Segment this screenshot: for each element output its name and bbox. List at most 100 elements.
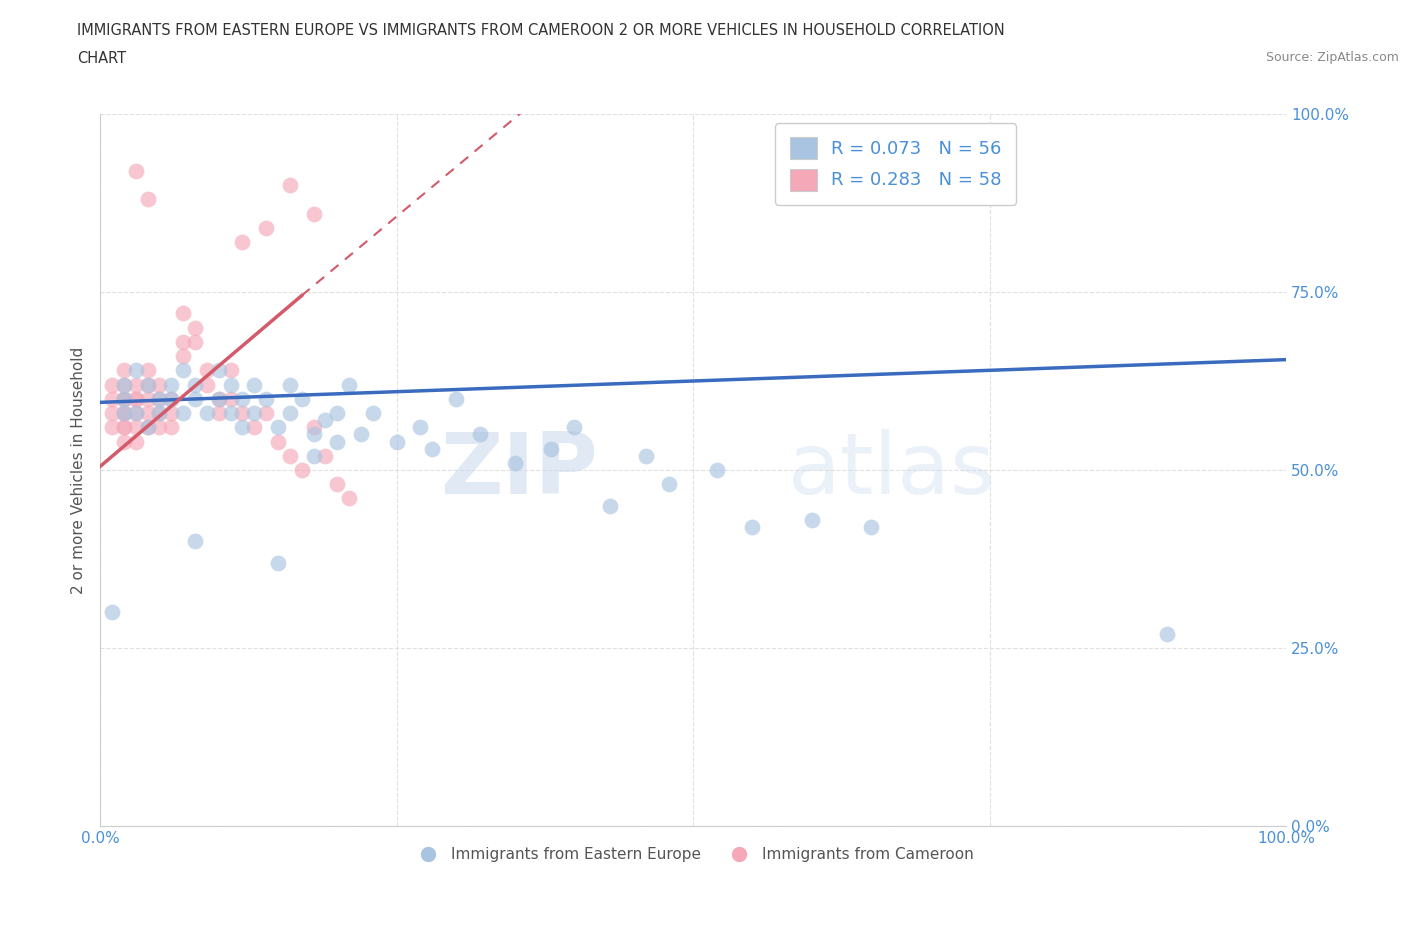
Point — [267, 555, 290, 570]
Point — [136, 405, 159, 420]
Point — [136, 392, 159, 406]
Point — [112, 378, 135, 392]
Point — [278, 448, 301, 463]
Legend: Immigrants from Eastern Europe, Immigrants from Cameroon: Immigrants from Eastern Europe, Immigran… — [406, 841, 980, 869]
Point — [231, 405, 253, 420]
Text: Source: ZipAtlas.com: Source: ZipAtlas.com — [1265, 51, 1399, 64]
Point — [468, 427, 491, 442]
Point — [634, 448, 657, 463]
Point — [136, 192, 159, 206]
Point — [314, 413, 336, 428]
Point — [112, 405, 135, 420]
Point — [101, 405, 124, 420]
Point — [208, 392, 231, 406]
Point — [326, 405, 349, 420]
Point — [741, 520, 763, 535]
Point — [1156, 626, 1178, 641]
Point — [278, 405, 301, 420]
Point — [112, 392, 135, 406]
Point — [148, 419, 170, 434]
Point — [409, 419, 432, 434]
Point — [385, 434, 408, 449]
Point — [195, 378, 218, 392]
Point — [101, 605, 124, 620]
Point — [658, 477, 681, 492]
Point — [361, 405, 384, 420]
Point — [564, 419, 586, 434]
Point — [101, 378, 124, 392]
Point — [136, 419, 159, 434]
Point — [195, 405, 218, 420]
Point — [231, 419, 253, 434]
Point — [160, 378, 183, 392]
Point — [160, 405, 183, 420]
Point — [706, 462, 728, 477]
Point — [112, 419, 135, 434]
Text: IMMIGRANTS FROM EASTERN EUROPE VS IMMIGRANTS FROM CAMEROON 2 OR MORE VEHICLES IN: IMMIGRANTS FROM EASTERN EUROPE VS IMMIGR… — [77, 23, 1005, 38]
Point — [136, 378, 159, 392]
Point — [326, 434, 349, 449]
Point — [125, 392, 148, 406]
Point — [420, 441, 443, 456]
Point — [184, 534, 207, 549]
Point — [231, 234, 253, 249]
Point — [278, 178, 301, 193]
Point — [540, 441, 562, 456]
Point — [350, 427, 373, 442]
Point — [148, 405, 170, 420]
Point — [172, 306, 194, 321]
Point — [125, 405, 148, 420]
Point — [136, 419, 159, 434]
Point — [172, 335, 194, 350]
Point — [302, 448, 325, 463]
Point — [112, 405, 135, 420]
Point — [125, 378, 148, 392]
Point — [112, 363, 135, 378]
Point — [243, 405, 266, 420]
Point — [125, 405, 148, 420]
Point — [219, 363, 242, 378]
Point — [337, 378, 360, 392]
Point — [112, 434, 135, 449]
Point — [125, 164, 148, 179]
Point — [337, 491, 360, 506]
Point — [302, 206, 325, 221]
Point — [219, 392, 242, 406]
Point — [148, 405, 170, 420]
Point — [267, 419, 290, 434]
Text: atlas: atlas — [787, 429, 995, 512]
Point — [148, 392, 170, 406]
Point — [326, 477, 349, 492]
Point — [125, 392, 148, 406]
Point — [267, 434, 290, 449]
Text: ZIP: ZIP — [440, 429, 598, 512]
Point — [291, 392, 314, 406]
Point — [800, 512, 823, 527]
Point — [112, 378, 135, 392]
Point — [148, 378, 170, 392]
Point — [243, 419, 266, 434]
Point — [160, 419, 183, 434]
Point — [302, 419, 325, 434]
Point — [254, 220, 277, 235]
Point — [195, 363, 218, 378]
Point — [278, 378, 301, 392]
Point — [125, 434, 148, 449]
Point — [112, 392, 135, 406]
Point — [254, 405, 277, 420]
Point — [136, 363, 159, 378]
Point — [172, 349, 194, 364]
Point — [112, 405, 135, 420]
Point — [254, 392, 277, 406]
Point — [148, 392, 170, 406]
Point — [112, 392, 135, 406]
Point — [503, 456, 526, 471]
Point — [101, 392, 124, 406]
Point — [208, 392, 231, 406]
Point — [208, 405, 231, 420]
Point — [125, 363, 148, 378]
Point — [172, 405, 194, 420]
Point — [160, 392, 183, 406]
Point — [184, 335, 207, 350]
Point — [125, 419, 148, 434]
